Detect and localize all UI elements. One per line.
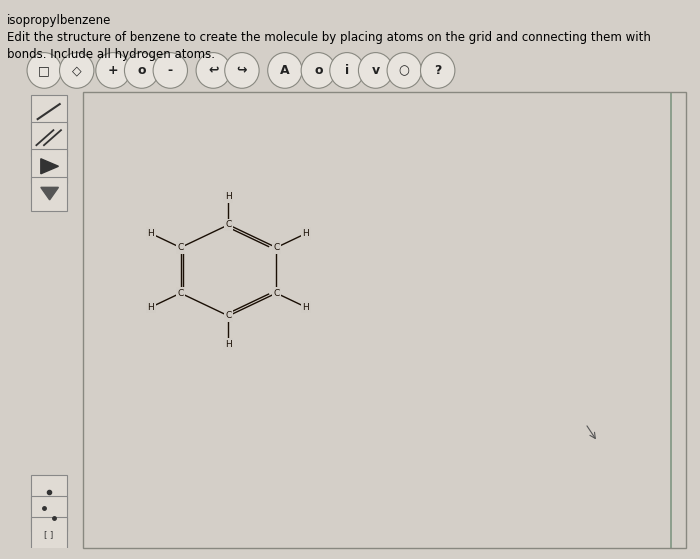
Text: H: H bbox=[225, 339, 232, 349]
Text: H: H bbox=[225, 192, 232, 201]
Text: H: H bbox=[302, 302, 309, 312]
FancyBboxPatch shape bbox=[31, 475, 66, 509]
Circle shape bbox=[387, 53, 421, 88]
Text: C: C bbox=[273, 288, 279, 297]
Text: H: H bbox=[148, 229, 154, 238]
Circle shape bbox=[225, 53, 259, 88]
Text: C: C bbox=[177, 288, 183, 297]
Circle shape bbox=[153, 53, 188, 88]
Text: i: i bbox=[345, 64, 349, 77]
Text: C: C bbox=[225, 220, 232, 229]
Circle shape bbox=[301, 53, 335, 88]
Text: C: C bbox=[273, 243, 279, 252]
Text: ○: ○ bbox=[399, 64, 409, 77]
Text: H: H bbox=[302, 229, 309, 238]
Text: H: H bbox=[148, 302, 154, 312]
Text: ↪: ↪ bbox=[237, 64, 247, 77]
Circle shape bbox=[421, 53, 455, 88]
Circle shape bbox=[96, 53, 130, 88]
Text: -: - bbox=[168, 64, 173, 77]
Text: Edit the structure of benzene to create the molecule by placing atoms on the gri: Edit the structure of benzene to create … bbox=[7, 31, 651, 44]
Text: ↩: ↩ bbox=[208, 64, 218, 77]
FancyBboxPatch shape bbox=[31, 149, 66, 183]
Text: +: + bbox=[108, 64, 118, 77]
FancyBboxPatch shape bbox=[31, 177, 66, 211]
Text: [ ]: [ ] bbox=[44, 530, 53, 539]
Polygon shape bbox=[41, 187, 59, 200]
FancyBboxPatch shape bbox=[31, 94, 66, 129]
FancyBboxPatch shape bbox=[31, 122, 66, 156]
Circle shape bbox=[196, 53, 230, 88]
Circle shape bbox=[330, 53, 364, 88]
Polygon shape bbox=[41, 159, 59, 174]
Text: □: □ bbox=[38, 64, 50, 77]
Text: C: C bbox=[225, 311, 232, 320]
Circle shape bbox=[125, 53, 159, 88]
Text: ?: ? bbox=[434, 64, 442, 77]
Text: o: o bbox=[137, 64, 146, 77]
Text: C: C bbox=[177, 243, 183, 252]
Circle shape bbox=[27, 53, 62, 88]
Circle shape bbox=[267, 53, 302, 88]
Text: bonds. Include all hydrogen atoms.: bonds. Include all hydrogen atoms. bbox=[7, 48, 215, 60]
FancyBboxPatch shape bbox=[31, 496, 66, 530]
Text: isopropylbenzene: isopropylbenzene bbox=[7, 14, 111, 27]
FancyBboxPatch shape bbox=[31, 517, 66, 552]
Text: ◇: ◇ bbox=[72, 64, 81, 77]
Circle shape bbox=[60, 53, 94, 88]
Text: A: A bbox=[280, 64, 290, 77]
Text: v: v bbox=[372, 64, 379, 77]
Circle shape bbox=[358, 53, 393, 88]
Text: o: o bbox=[314, 64, 323, 77]
